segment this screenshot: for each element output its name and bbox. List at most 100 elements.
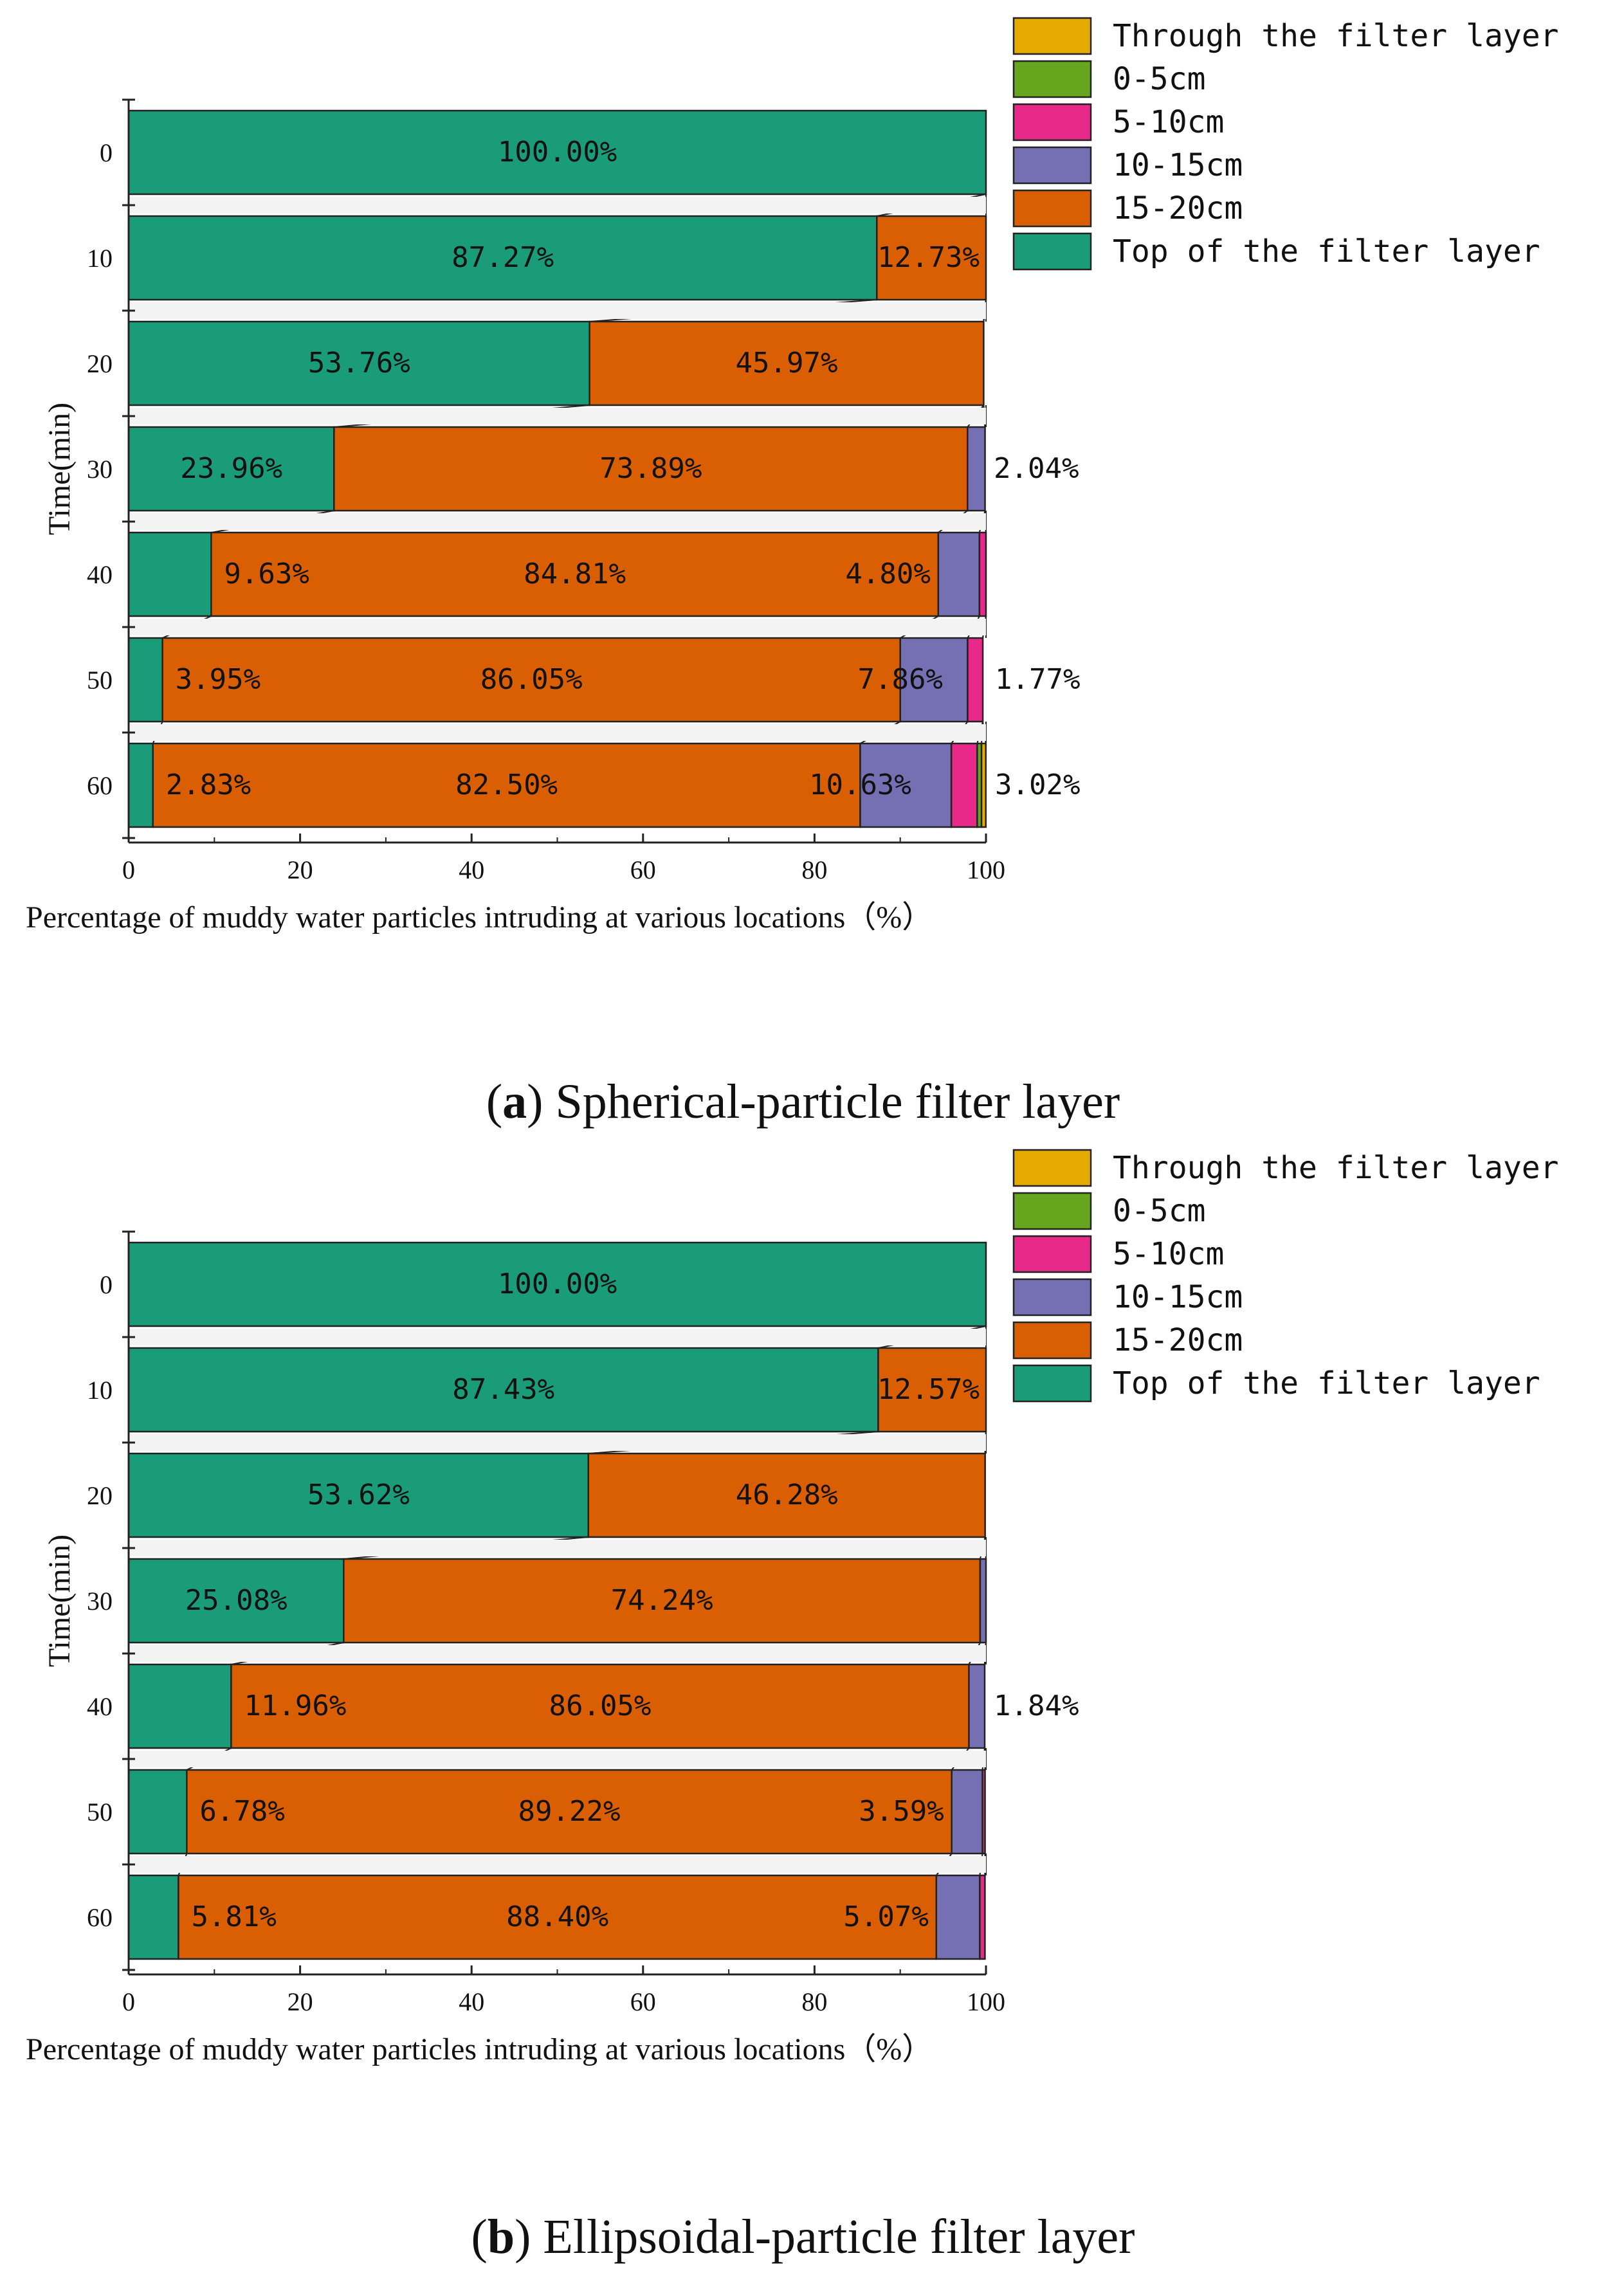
- data-label-top-of-the-filter-layer-t50: 6.78%: [199, 1795, 284, 1828]
- row-gap-band-4: [129, 1751, 986, 1767]
- row-gap-band-5: [129, 1856, 986, 1873]
- chart-panel-a: 100.00% 87.27% 12.73% 53.76% 45.97% 23.96% 73.…: [0, 0, 1606, 1145]
- bar-segment-top-of-the-filter-layer-t40: [127, 531, 212, 617]
- data-label-15-20cm-t10: 12.73%: [877, 241, 980, 274]
- legend-label-10-15cm: 10-15cm: [1113, 1279, 1243, 1315]
- legend-label-5-10cm: 5-10cm: [1113, 104, 1224, 140]
- bar-segment-15-20cm-t50: [161, 637, 901, 723]
- caption-b: (b) Ellipsoidal-particle filter layer: [471, 2210, 1135, 2264]
- bar-segment-10-15cm-t40: [968, 1663, 986, 1749]
- data-label-10-15cm-t60: 10.63%: [809, 769, 911, 801]
- row-gap-band-2: [129, 1540, 986, 1556]
- legend-swatch-10-15cm: [1012, 1278, 1092, 1317]
- data-label-10-15cm-t50: 7.86%: [857, 663, 942, 696]
- x-tick-label-80: 80: [801, 1987, 827, 2016]
- row-gap-band-1: [129, 1434, 986, 1451]
- bar-segment-15-20cm-t40: [210, 531, 940, 617]
- legend-label-15-20cm: 15-20cm: [1113, 1322, 1243, 1358]
- bar-segment-top-of-the-filter-layer-t0: [127, 109, 987, 196]
- data-label-top-of-the-filter-layer-t0: 100.00%: [498, 1268, 617, 1300]
- caption-a: (a) Spherical-particle filter layer: [486, 1075, 1120, 1129]
- chart-panel-b: 100.00% 87.43% 12.57% 53.62% 46.28% 25.08% 74.…: [0, 1132, 1606, 2277]
- bar-segment-15-20cm-t10: [877, 1347, 987, 1433]
- x-tick-label-0: 0: [122, 1987, 135, 2016]
- y-tick-label-50: 50: [87, 1798, 113, 1827]
- bar-segment-15-20cm-t30: [333, 426, 969, 512]
- data-label-15-20cm-t50: 89.22%: [518, 1795, 621, 1828]
- data-label-top-of-the-filter-layer-t40: 9.63%: [224, 558, 309, 590]
- y-tick-label-60: 60: [87, 771, 113, 800]
- data-label-10-15cm-t40: 4.80%: [845, 558, 930, 590]
- legend-label-5-10cm: 5-10cm: [1113, 1236, 1224, 1272]
- data-label-15-20cm-t20: 46.28%: [736, 1479, 838, 1511]
- bar-segment-top-of-the-filter-layer-t50: [127, 637, 163, 723]
- data-label-top-of-the-filter-layer-t60: 2.83%: [166, 769, 251, 801]
- bar-segment-10-15cm-t30: [979, 1558, 987, 1644]
- data-label-15-20cm-t30: 73.89%: [599, 452, 702, 485]
- x-tick-label-100: 100: [967, 855, 1005, 884]
- x-tick-label-20: 20: [287, 855, 313, 884]
- caption-a-letter: a: [502, 1075, 527, 1129]
- row-gap-band-1: [129, 302, 986, 319]
- stacked-bar-chart-a: 100.00% 87.27% 12.73% 53.76% 45.97% 23.96% 73.…: [26, 17, 1559, 934]
- bar-segment-top-of-the-filter-layer-t60: [127, 742, 154, 828]
- data-label-10-15cm-t60: 5.07%: [843, 1900, 928, 1933]
- x-tick-label-0: 0: [122, 855, 135, 884]
- bar-segment-5-10cm-t50: [967, 637, 984, 723]
- data-label-top-of-the-filter-layer-t10: 87.43%: [452, 1373, 554, 1406]
- bar-segment-5-10cm-t60: [979, 1874, 986, 1960]
- bar-segment-through-the-filter-layer-t60: [980, 742, 987, 828]
- bar-segment-10-15cm-t50: [899, 637, 969, 723]
- bar-segment-top-of-the-filter-layer-t50: [127, 1769, 188, 1855]
- bar-segment-15-20cm-t40: [230, 1663, 970, 1749]
- y-tick-label-0: 0: [100, 138, 113, 167]
- x-axis-title: Percentage of muddy water particles intr…: [26, 900, 933, 934]
- bar-segment-15-20cm-t10: [876, 215, 987, 301]
- legend-swatch-through-the-filter-layer: [1012, 17, 1092, 55]
- y-tick-label-40: 40: [87, 1692, 113, 1721]
- bar-segment-5-10cm-t40: [978, 531, 987, 617]
- legend-swatch-0-5cm: [1012, 60, 1092, 98]
- data-label-15-20cm-t10: 12.57%: [877, 1373, 980, 1406]
- x-axis-title: Percentage of muddy water particles intr…: [26, 2032, 933, 2066]
- data-label-15-20cm-t40: 84.81%: [524, 558, 626, 590]
- bar-segment-top-of-the-filter-layer-t40: [127, 1663, 232, 1749]
- y-tick-label-20: 20: [87, 349, 113, 378]
- x-tick-label-40: 40: [459, 855, 484, 884]
- row-gap-band-4: [129, 619, 986, 635]
- y-axis-title: Time(min): [42, 403, 77, 535]
- bar-segment-10-15cm-t30: [967, 426, 986, 512]
- data-label-top-of-the-filter-layer-t50: 3.95%: [176, 663, 260, 696]
- bar-segment-10-15cm-t40: [937, 531, 981, 617]
- y-tick-label-60: 60: [87, 1903, 113, 1932]
- legend-label-top-of-the-filter-layer: Top of the filter layer: [1113, 1365, 1540, 1401]
- row-gap-band-0: [129, 197, 986, 214]
- legend-label-through-the-filter-layer: Through the filter layer: [1113, 1150, 1559, 1186]
- bar-segment-15-20cm-t30: [343, 1558, 981, 1644]
- x-tick-label-100: 100: [967, 1987, 1005, 2016]
- bar-segment-top-of-the-filter-layer-t60: [127, 1874, 179, 1960]
- data-label-top-of-the-filter-layer-t0: 100.00%: [498, 136, 617, 169]
- data-label-10-15cm-t40: 1.84%: [994, 1690, 1079, 1722]
- data-label-top-of-the-filter-layer-t30: 25.08%: [185, 1584, 287, 1617]
- legend-label-0-5cm: 0-5cm: [1113, 1193, 1206, 1229]
- y-tick-label-30: 30: [87, 455, 113, 484]
- row-gap-band-3: [129, 513, 986, 530]
- data-label-15-20cm-t50: 86.05%: [480, 663, 583, 696]
- bar-segment-15-20cm-t20: [589, 320, 985, 406]
- caption-b-text: Ellipsoidal-particle filter layer: [531, 2210, 1135, 2264]
- legend-swatch-top-of-the-filter-layer: [1012, 232, 1092, 271]
- bar-segment-top-of-the-filter-layer-t20: [127, 320, 590, 406]
- bar-segment-10-15cm-t60: [935, 1874, 981, 1960]
- legend-swatch-15-20cm: [1012, 189, 1092, 228]
- bar-segment-top-of-the-filter-layer-t20: [127, 1452, 590, 1538]
- row-gap-band-5: [129, 724, 986, 741]
- data-label-15-20cm-t60: 82.50%: [455, 769, 558, 801]
- x-tick-label-20: 20: [287, 1987, 313, 2016]
- row-gap-band-0: [129, 1329, 986, 1345]
- legend-swatch-10-15cm: [1012, 146, 1092, 185]
- data-label-15-20cm-t40: 86.05%: [549, 1690, 651, 1722]
- row-gap-band-2: [129, 408, 986, 424]
- y-tick-label-20: 20: [87, 1481, 113, 1510]
- bar-segment-15-20cm-t20: [587, 1452, 986, 1538]
